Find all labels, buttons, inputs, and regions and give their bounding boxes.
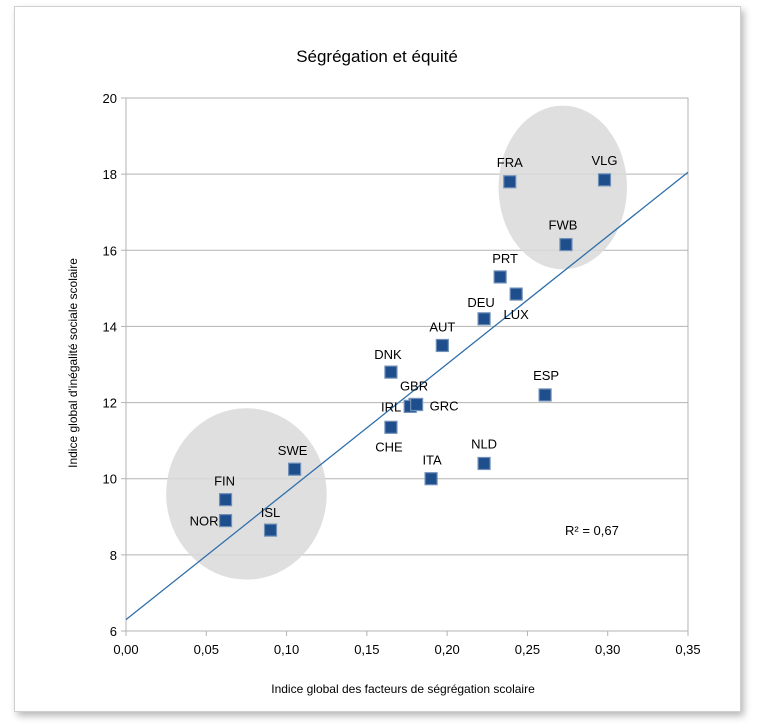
x-tick-label: 0,00 xyxy=(113,642,138,657)
y-axis-label: Indice global d'inégalité sociale scolai… xyxy=(66,258,80,468)
y-tick-label: 18 xyxy=(103,167,117,182)
y-tick-label: 8 xyxy=(110,548,117,563)
chart-frame: Ségrégation et équité Indice global d'in… xyxy=(14,6,741,712)
data-point-fin xyxy=(218,493,233,507)
y-tick-label: 14 xyxy=(103,319,117,334)
y-tick-label: 6 xyxy=(110,624,117,639)
data-label-che: CHE xyxy=(375,439,403,454)
data-label-deu: DEU xyxy=(467,295,494,310)
data-label-nld: NLD xyxy=(471,436,497,451)
data-label-lux: LUX xyxy=(504,307,530,322)
data-point-swe xyxy=(288,462,302,476)
x-tick-label: 0,30 xyxy=(595,642,620,657)
trendline xyxy=(125,171,689,621)
data-label-irl: IRL xyxy=(381,399,401,414)
low-segregation-group-ellipse xyxy=(166,408,327,580)
y-tick-label: 12 xyxy=(103,396,117,411)
data-point-aut xyxy=(435,338,449,353)
x-tick-label: 0,20 xyxy=(434,642,459,657)
data-label-fra: FRA xyxy=(497,155,523,170)
data-point-vlg xyxy=(597,173,612,187)
data-point-fwb xyxy=(559,237,573,252)
y-tick-label: 16 xyxy=(103,243,117,258)
data-label-esp: ESP xyxy=(533,368,559,383)
data-label-gbr: GBR xyxy=(400,378,428,393)
data-label-dnk: DNK xyxy=(374,347,402,362)
data-point-prt xyxy=(493,270,507,284)
data-label-fwb: FWB xyxy=(549,218,578,233)
data-point-fra xyxy=(503,175,517,189)
x-tick-label: 0,15 xyxy=(354,642,379,657)
y-tick-label: 20 xyxy=(103,91,117,106)
data-point-nld xyxy=(477,456,491,471)
data-label-grc: GRC xyxy=(430,398,459,413)
data-label-vlg: VLG xyxy=(591,153,617,168)
r-squared-annotation: R² = 0,67 xyxy=(565,523,619,538)
y-tick-label: 10 xyxy=(103,472,117,487)
data-label-prt: PRT xyxy=(492,251,518,266)
data-label-nor: NOR xyxy=(190,514,219,529)
x-tick-label: 0,10 xyxy=(274,642,299,657)
x-axis-label: Indice global des facteurs de ségrégatio… xyxy=(271,682,535,696)
chart-title: Ségrégation et équité xyxy=(296,47,458,66)
data-label-ita: ITA xyxy=(422,453,442,468)
data-label-aut: AUT xyxy=(429,319,455,334)
data-label-swe: SWE xyxy=(278,443,308,458)
data-label-isl: ISL xyxy=(261,505,281,520)
data-point-dnk xyxy=(384,365,398,379)
data-point-deu xyxy=(477,312,491,326)
data-point-esp xyxy=(538,388,552,402)
data-label-fin: FIN xyxy=(214,474,235,489)
scatter-chart: Ségrégation et équité Indice global d'in… xyxy=(66,47,701,696)
data-point-che xyxy=(384,420,398,434)
data-point-isl xyxy=(263,523,278,537)
data-point-lux xyxy=(509,287,523,301)
data-point-nor xyxy=(218,513,233,528)
data-point-grc xyxy=(410,397,424,412)
x-tick-label: 0,35 xyxy=(675,642,700,657)
x-tick-label: 0,25 xyxy=(515,642,540,657)
high-segregation-group-ellipse xyxy=(498,105,627,270)
x-tick-label: 0,05 xyxy=(194,642,219,657)
data-point-ita xyxy=(424,472,438,486)
